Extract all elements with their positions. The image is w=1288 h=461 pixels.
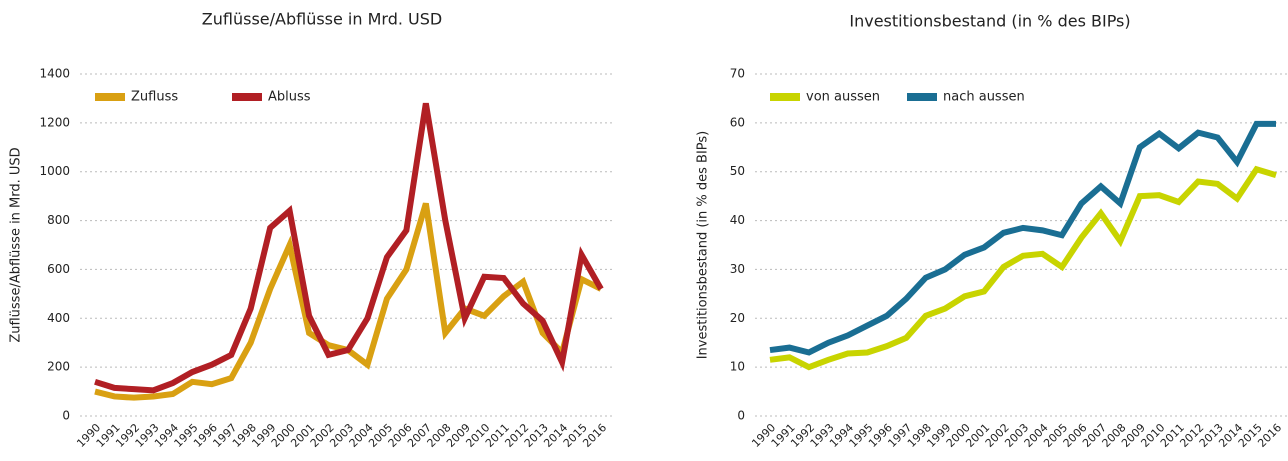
data-line (769, 120, 1276, 356)
legend-label: Zufluss (131, 90, 178, 105)
chart-title: Zuflüsse/Abflüsse in Mrd. USD (202, 10, 442, 29)
y-tick-label: 0 (62, 409, 70, 423)
y-tick-label: 60 (730, 115, 745, 129)
y-tick-label: 10 (730, 360, 745, 374)
legend-label: von aussen (806, 90, 880, 105)
y-tick-label: 70 (730, 67, 745, 81)
y-axis-label: Investitionsbestand (in % des BIPs) (696, 131, 711, 360)
y-tick-label: 600 (47, 262, 70, 276)
chart-title: Investitionsbestand (in % des BIPs) (849, 12, 1130, 31)
y-tick-label: 400 (47, 311, 70, 325)
y-tick-label: 30 (730, 262, 745, 276)
y-tick-label: 1200 (39, 115, 70, 129)
y-tick-label: 1000 (39, 164, 70, 178)
y-tick-label: 200 (47, 360, 70, 374)
y-tick-label: 50 (730, 164, 745, 178)
y-tick-label: 20 (730, 311, 745, 325)
y-axis-label: Zuflüsse/Abflüsse in Mrd. USD (9, 147, 24, 342)
y-tick-label: 800 (47, 213, 70, 227)
y-tick-label: 0 (737, 409, 745, 423)
data-line (94, 102, 604, 394)
data-line (769, 165, 1277, 371)
data-line (94, 202, 603, 401)
y-tick-label: 40 (730, 213, 745, 227)
y-tick-label: 1400 (39, 67, 70, 81)
legend-label: Abluss (268, 90, 311, 105)
legend-label: nach aussen (943, 90, 1025, 105)
